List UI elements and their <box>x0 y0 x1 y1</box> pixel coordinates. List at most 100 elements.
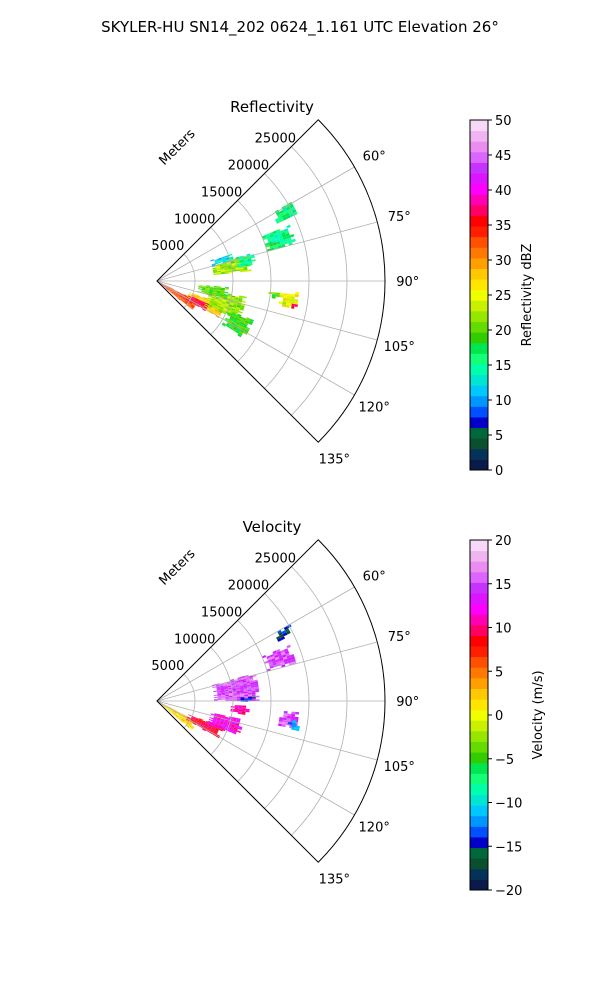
velocity-colorbar-swatch <box>470 635 488 647</box>
reflectivity-colorbar-swatch <box>470 438 488 450</box>
velocity-colorbar-swatch <box>470 720 488 732</box>
reflectivity-colorbar-swatch <box>470 204 488 216</box>
velocity-colorbar-label: Velocity (m/s) <box>531 670 546 759</box>
reflectivity-colorbar-swatch <box>470 332 488 344</box>
velocity-colorbar-tick-label: 5 <box>495 665 503 680</box>
reflectivity-echo-cell <box>274 201 298 224</box>
reflectivity-colorbar-tick-label: 40 <box>495 184 512 199</box>
velocity-colorbar-swatch <box>470 805 488 817</box>
velocity-colorbar-swatch <box>470 773 488 785</box>
velocity-colorbar-tick-label: −5 <box>495 753 514 768</box>
velocity-colorbar-swatch <box>470 858 488 870</box>
reflectivity-title: Reflectivity <box>230 98 314 116</box>
velocity-colorbar-swatch <box>470 762 488 774</box>
reflectivity-colorbar-tick-label: 20 <box>495 324 512 339</box>
velocity-echo-cell <box>230 705 250 715</box>
reflectivity-azimuth-line <box>156 280 355 396</box>
reflectivity-azimuth-line <box>156 221 378 282</box>
velocity-azimuth-tick-label: 135° <box>319 872 350 887</box>
reflectivity-colorbar-tick-label: 0 <box>495 464 503 479</box>
velocity-colorbar-tick-label: −20 <box>495 884 522 899</box>
reflectivity-polar-grid: 5000 10000 15000 20000 25000 60° 75° 90° 105° 120… <box>151 119 419 467</box>
velocity-colorbar-swatch <box>470 868 488 880</box>
velocity-colorbar-swatch <box>470 561 488 573</box>
velocity-echo-cell <box>287 720 300 732</box>
reflectivity-colorbar-swatch <box>470 353 488 365</box>
velocity-azimuth-tick-label: 75° <box>388 630 411 645</box>
reflectivity-azimuth-tick-label: 90° <box>396 275 419 290</box>
reflectivity-echo-cell <box>210 253 234 267</box>
velocity-colorbar-swatch <box>470 815 488 827</box>
reflectivity-range-tick-label: 10000 <box>174 212 215 227</box>
reflectivity-panel: Reflectivity 5000 10000 15000 20000 25000 60°… <box>151 98 535 479</box>
reflectivity-colorbar-swatch <box>470 257 488 269</box>
velocity-echo-cell <box>186 714 224 739</box>
reflectivity-echo-cell <box>197 284 229 300</box>
velocity-echo-layer <box>157 624 300 739</box>
reflectivity-colorbar-swatch <box>470 215 488 227</box>
velocity-colorbar-swatch <box>470 783 488 796</box>
figure-title: SKYLER-HU SN14_202 0624_1.161 UTC Elevat… <box>101 18 499 37</box>
reflectivity-echo-layer <box>157 201 300 338</box>
velocity-radial-label: Meters <box>157 546 199 588</box>
velocity-azimuth-line <box>156 641 378 702</box>
reflectivity-colorbar-swatch <box>470 321 488 333</box>
reflectivity-colorbar-swatch <box>470 183 488 195</box>
velocity-colorbar-swatch <box>470 550 488 562</box>
reflectivity-colorbar-swatch <box>470 385 488 397</box>
reflectivity-colorbar-swatch <box>470 459 488 471</box>
reflectivity-colorbar-tick-label: 35 <box>495 219 512 234</box>
velocity-colorbar-swatch <box>470 879 488 891</box>
velocity-colorbar-tick-label: −10 <box>495 797 522 812</box>
velocity-colorbar-swatch <box>470 656 488 668</box>
reflectivity-colorbar-swatch <box>470 406 488 418</box>
reflectivity-range-tick-label: 5000 <box>151 239 184 254</box>
reflectivity-azimuth-tick-label: 135° <box>319 452 350 467</box>
reflectivity-range-tick-label: 20000 <box>228 159 269 174</box>
reflectivity-colorbar-swatch <box>470 416 488 429</box>
velocity-colorbar-tick-label: 10 <box>495 622 512 637</box>
velocity-sector-frame <box>156 539 386 863</box>
reflectivity-azimuth-line <box>156 166 355 282</box>
velocity-echo-cell <box>276 624 292 642</box>
velocity-azimuth-line <box>156 700 355 816</box>
velocity-azimuth-line <box>156 586 355 702</box>
velocity-colorbar-swatch <box>470 794 488 806</box>
reflectivity-colorbar-tick-label: 15 <box>495 359 512 374</box>
reflectivity-colorbar-tick-label: 25 <box>495 289 512 304</box>
velocity-colorbar-swatch <box>470 688 488 700</box>
reflectivity-colorbar-tick-label: 45 <box>495 149 512 164</box>
reflectivity-colorbar-swatch <box>470 374 488 386</box>
velocity-azimuth-tick-label: 120° <box>359 820 390 835</box>
reflectivity-echo-cell <box>221 311 254 338</box>
reflectivity-colorbar-tick-label: 50 <box>495 114 512 129</box>
reflectivity-colorbar-tick-label: 10 <box>495 394 512 409</box>
reflectivity-colorbar-swatch <box>470 427 488 439</box>
reflectivity-colorbar-swatch <box>470 268 488 280</box>
reflectivity-colorbar-swatch <box>470 289 488 301</box>
velocity-colorbar-swatch <box>470 847 488 859</box>
reflectivity-colorbar-swatch <box>470 300 488 312</box>
velocity-range-tick-label: 10000 <box>174 632 215 647</box>
velocity-panel: Velocity 5000 10000 15000 20000 25000 60° 75° 9… <box>151 518 546 899</box>
velocity-azimuth-line <box>156 700 378 761</box>
velocity-colorbar-swatch <box>470 677 488 689</box>
reflectivity-colorbar-swatch <box>470 395 488 407</box>
velocity-echo-cell <box>207 713 243 735</box>
reflectivity-echo-cell <box>278 291 300 308</box>
velocity-colorbar-tick-label: 20 <box>495 534 512 549</box>
velocity-colorbar-swatch <box>470 646 488 658</box>
velocity-range-tick-label: 20000 <box>228 579 269 594</box>
reflectivity-colorbar-swatch <box>470 141 488 153</box>
velocity-title: Velocity <box>243 518 302 536</box>
reflectivity-colorbar-swatch <box>470 363 488 376</box>
reflectivity-azimuth-tick-label: 120° <box>359 400 390 415</box>
reflectivity-echo-cell <box>291 303 298 309</box>
reflectivity-colorbar-swatch <box>470 342 488 354</box>
reflectivity-colorbar-swatch <box>470 247 488 259</box>
reflectivity-range-tick-label: 15000 <box>201 185 242 200</box>
velocity-colorbar-swatch <box>470 593 488 605</box>
velocity-azimuth-tick-label: 60° <box>363 570 386 585</box>
velocity-colorbar-swatch <box>470 741 488 753</box>
